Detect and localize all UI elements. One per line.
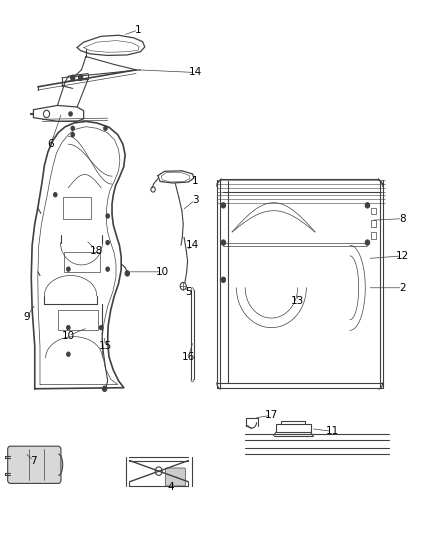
Text: 3: 3 xyxy=(192,195,198,205)
Bar xyxy=(371,208,376,214)
Text: 1: 1 xyxy=(192,176,198,187)
Bar xyxy=(276,424,311,432)
Text: 15: 15 xyxy=(99,341,112,351)
Circle shape xyxy=(67,326,70,330)
Circle shape xyxy=(221,240,226,245)
Text: 1: 1 xyxy=(135,25,141,35)
Circle shape xyxy=(71,133,74,137)
Circle shape xyxy=(104,126,107,131)
Circle shape xyxy=(69,112,72,116)
Text: 10: 10 xyxy=(62,330,75,341)
Circle shape xyxy=(78,75,83,80)
Text: 2: 2 xyxy=(399,283,406,293)
Bar xyxy=(371,232,376,239)
Circle shape xyxy=(221,203,226,208)
Circle shape xyxy=(67,267,70,271)
Circle shape xyxy=(221,277,226,282)
Circle shape xyxy=(71,126,74,131)
Text: 7: 7 xyxy=(30,456,37,465)
Text: 16: 16 xyxy=(182,352,195,362)
Circle shape xyxy=(106,240,110,245)
Text: 8: 8 xyxy=(399,214,406,224)
Text: 6: 6 xyxy=(48,139,54,149)
Circle shape xyxy=(67,352,70,357)
Circle shape xyxy=(102,386,107,391)
Bar xyxy=(58,310,98,330)
Text: 14: 14 xyxy=(188,68,201,77)
Circle shape xyxy=(365,240,370,245)
Circle shape xyxy=(365,203,370,208)
Text: 18: 18 xyxy=(90,246,103,255)
Bar xyxy=(64,252,100,272)
Text: 5: 5 xyxy=(185,287,192,297)
Text: 14: 14 xyxy=(186,240,199,250)
Text: 12: 12 xyxy=(396,251,409,261)
Circle shape xyxy=(125,271,130,276)
Circle shape xyxy=(106,267,110,271)
Text: 10: 10 xyxy=(155,267,169,277)
Circle shape xyxy=(53,192,57,197)
Bar xyxy=(63,197,91,219)
Text: 4: 4 xyxy=(168,482,174,492)
Text: 9: 9 xyxy=(24,312,30,322)
Text: 13: 13 xyxy=(291,296,304,306)
FancyBboxPatch shape xyxy=(8,446,61,483)
Circle shape xyxy=(99,326,103,330)
Bar xyxy=(371,220,376,227)
Circle shape xyxy=(71,75,75,80)
Text: 17: 17 xyxy=(265,410,278,421)
FancyBboxPatch shape xyxy=(165,468,185,486)
Circle shape xyxy=(106,214,110,218)
Text: 11: 11 xyxy=(326,426,339,437)
